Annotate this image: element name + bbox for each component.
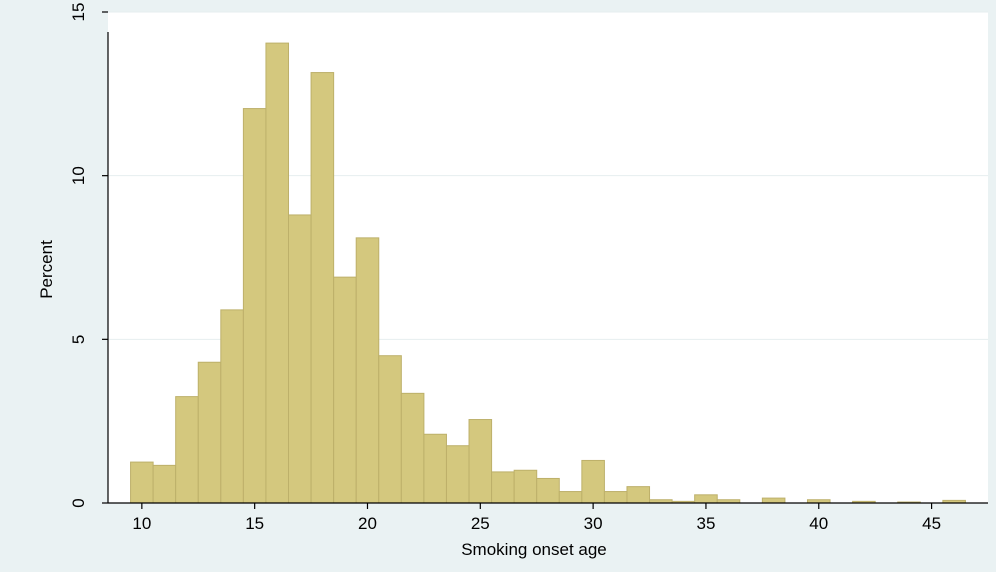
histogram-bar [310, 72, 335, 504]
histogram-bar [468, 419, 493, 504]
histogram-bar [130, 461, 154, 504]
histogram-bar [445, 445, 470, 504]
y-tick-label: 15 [69, 3, 88, 22]
x-tick-label: 15 [245, 514, 264, 533]
y-tick-label: 0 [69, 498, 88, 507]
histogram-bar [581, 459, 605, 504]
histogram-bar [761, 497, 786, 504]
histogram-bar [400, 392, 425, 504]
histogram-bar [558, 491, 583, 504]
x-tick-label: 35 [696, 514, 715, 533]
axes: 0 5 10 15 10 15 20 25 30 35 40 45 [69, 3, 988, 533]
x-tick-label: 30 [584, 514, 603, 533]
x-axis-label: Smoking onset age [461, 540, 607, 559]
histogram-bar [152, 464, 177, 504]
x-tick-label: 45 [922, 514, 941, 533]
x-tick-label: 25 [471, 514, 490, 533]
histogram-bar [536, 477, 560, 504]
y-tick-label: 10 [69, 166, 88, 185]
histogram-bar [242, 108, 267, 504]
histogram-bar [355, 237, 380, 504]
x-tick-label: 40 [809, 514, 828, 533]
histogram-bar [197, 361, 222, 504]
bars [130, 42, 966, 504]
histogram-bar [694, 494, 718, 504]
histogram-bar [513, 469, 538, 504]
histogram-bar [265, 42, 290, 504]
histogram-bar [626, 486, 651, 504]
histogram-bar [378, 355, 402, 504]
histogram-bar [491, 471, 515, 504]
x-tick-label: 20 [358, 514, 377, 533]
histogram-bar [175, 396, 199, 504]
histogram-bar [603, 491, 628, 504]
y-tick-label: 5 [69, 335, 88, 344]
histogram-bar [220, 309, 244, 504]
y-axis-label: Percent [37, 240, 56, 299]
histogram-bar [333, 276, 357, 504]
histogram-bar [288, 214, 312, 504]
histogram-bar [423, 433, 447, 504]
x-tick-label: 10 [132, 514, 151, 533]
